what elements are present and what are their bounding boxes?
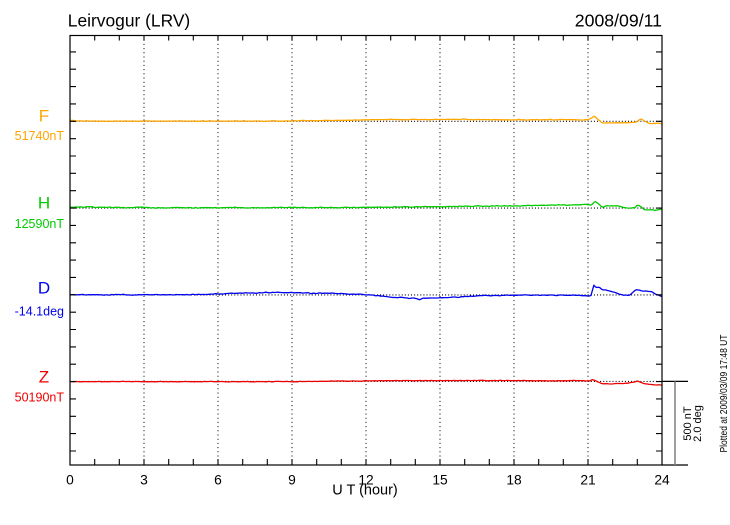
svg-text:Leirvogur (LRV): Leirvogur (LRV): [68, 11, 190, 31]
svg-text:2008/09/11: 2008/09/11: [575, 11, 662, 31]
svg-text:Plotted at 2009/03/09 17:48 UT: Plotted at 2009/03/09 17:48 UT: [719, 335, 730, 453]
svg-text:-14.1deg: -14.1deg: [15, 305, 64, 319]
svg-text:15: 15: [432, 473, 448, 488]
svg-text:Z: Z: [39, 368, 49, 387]
svg-text:2.0 deg: 2.0 deg: [692, 405, 704, 442]
svg-text:9: 9: [288, 473, 296, 488]
svg-text:12590nT: 12590nT: [15, 217, 65, 231]
svg-text:3: 3: [140, 473, 148, 488]
svg-text:0: 0: [66, 473, 74, 488]
svg-text:500 nT: 500 nT: [682, 406, 694, 441]
svg-text:D: D: [38, 279, 50, 298]
svg-text:18: 18: [506, 473, 522, 488]
svg-text:51740nT: 51740nT: [15, 129, 65, 143]
svg-text:12: 12: [358, 473, 373, 488]
svg-text:H: H: [38, 194, 50, 213]
svg-text:U T (hour): U T (hour): [332, 483, 398, 499]
svg-text:50190nT: 50190nT: [15, 391, 65, 405]
svg-text:24: 24: [654, 473, 670, 488]
svg-text:6: 6: [214, 473, 222, 488]
svg-text:21: 21: [580, 473, 595, 488]
svg-text:F: F: [39, 107, 49, 126]
